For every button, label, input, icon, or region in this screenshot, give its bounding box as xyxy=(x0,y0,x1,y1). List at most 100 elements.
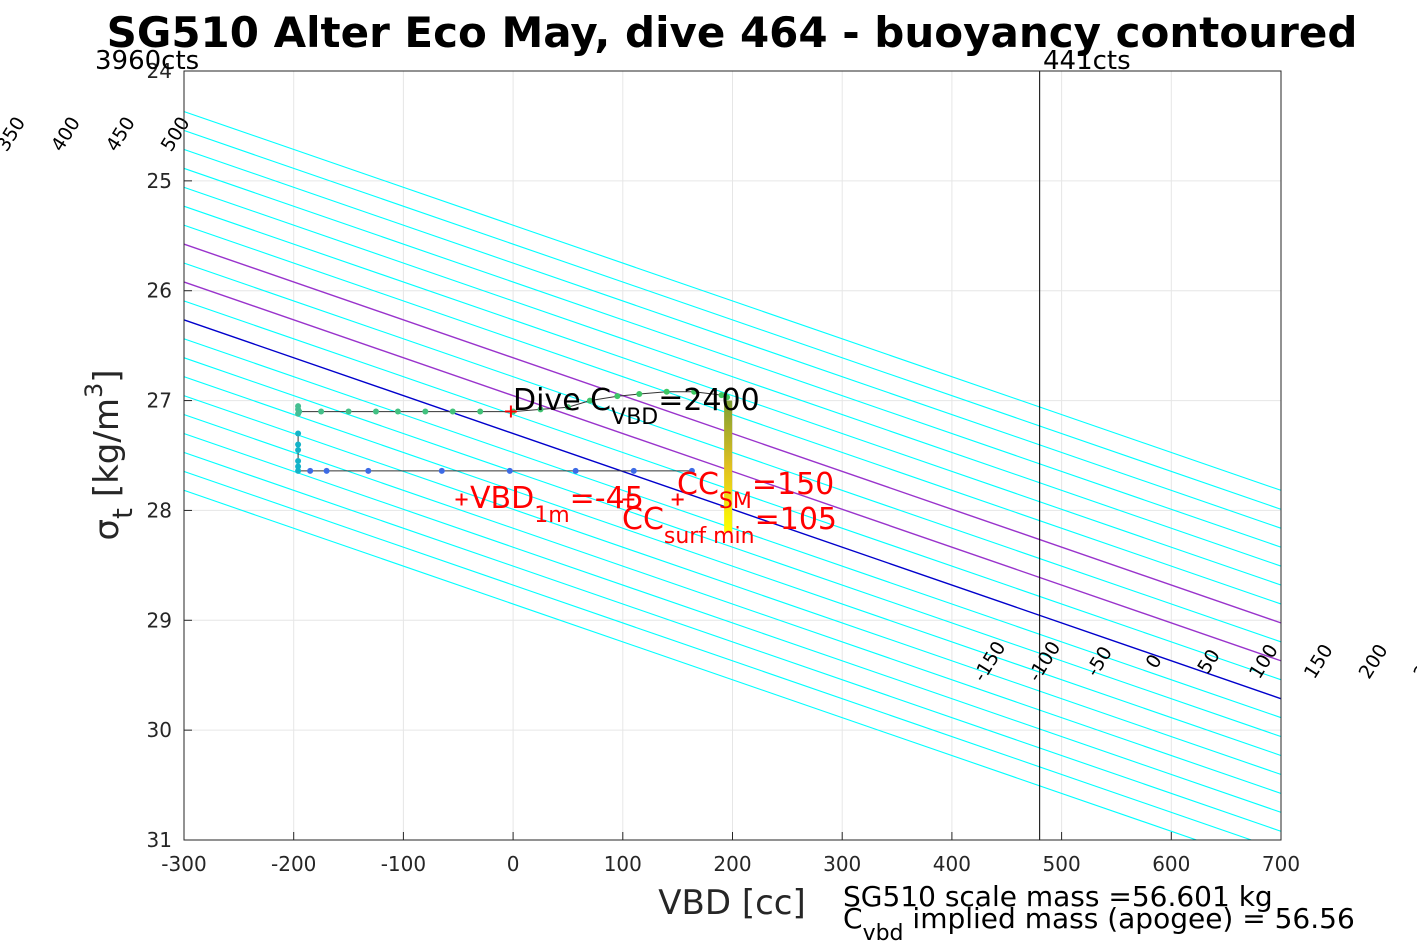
descent-point xyxy=(394,408,401,415)
left-counts-label: 3960cts xyxy=(95,46,199,76)
contour-line xyxy=(184,243,1281,624)
descent-point xyxy=(345,408,352,415)
descent-point xyxy=(718,392,725,399)
cvbd-main: C xyxy=(843,902,863,935)
x-tick-label: -300 xyxy=(161,852,206,876)
contour-label-lower: 200 xyxy=(1355,640,1393,682)
ascent-point xyxy=(295,463,302,470)
buoyancy-contours xyxy=(184,71,1281,840)
y-tick-label: 24 xyxy=(147,59,172,83)
ascent-point xyxy=(295,430,302,437)
y-axis-label-main: σ xyxy=(87,519,127,541)
contour-line xyxy=(184,167,1281,548)
descent-point xyxy=(663,388,670,395)
ascent-point xyxy=(295,467,302,474)
grid-lines xyxy=(183,70,1282,841)
cc-sm-main: CC xyxy=(677,467,719,502)
x-axis-label: VBD [cc] xyxy=(658,883,806,923)
x-tick-label: 300 xyxy=(823,852,861,876)
x-tick-label: 200 xyxy=(713,852,751,876)
contour-label-lower: 0 xyxy=(1142,651,1167,673)
dive-c-main: Dive C xyxy=(513,383,611,418)
y-axis-label-close: ] xyxy=(87,369,127,382)
y-tick-label: 27 xyxy=(147,389,172,413)
y-axis-label-units: [kg/m xyxy=(87,398,127,497)
contour-line xyxy=(184,414,1281,794)
ascent-point xyxy=(688,467,695,474)
ascent-point xyxy=(323,467,330,474)
contour-line xyxy=(184,470,1252,840)
ascent-point xyxy=(506,467,513,474)
contour-label-lower: -50 xyxy=(1082,643,1117,681)
descent-point xyxy=(449,408,456,415)
red-plus-marker xyxy=(455,493,468,506)
svg-text:σt [kg/m3]: σt [kg/m3] xyxy=(80,369,139,540)
scale-mass-footer: SG510 scale mass =56.601 kg xyxy=(843,880,1273,913)
x-tick-label: 0 xyxy=(507,852,520,876)
cc-sm-sub: SM xyxy=(719,489,752,514)
descent-point xyxy=(372,408,379,415)
y-tick-label: 30 xyxy=(147,718,172,742)
contour-label-upper: 500 xyxy=(157,113,195,155)
contour-line xyxy=(184,376,1281,757)
y-tick-label: 29 xyxy=(147,608,172,632)
contour-line xyxy=(184,129,1281,510)
contour-line xyxy=(184,148,1281,529)
x-tick-label: 600 xyxy=(1152,852,1190,876)
contour-line xyxy=(184,281,1281,662)
y-tick-label: 25 xyxy=(147,169,172,193)
x-tick-label: 700 xyxy=(1262,852,1300,876)
x-tick-label: -200 xyxy=(271,852,316,876)
contour-label-lower: 100 xyxy=(1245,640,1283,682)
y-tick-label: 28 xyxy=(147,498,172,522)
cc-sm-annotation: CCSM=150 xyxy=(677,467,834,514)
contour-line xyxy=(184,357,1281,738)
contour-line xyxy=(184,451,1281,832)
y-tick-label: 26 xyxy=(147,279,172,303)
x-tick-label: 400 xyxy=(933,852,971,876)
cvbd-mass-footer: Cvbd implied mass (apogee) = 56.56 xyxy=(843,902,1355,945)
y-axis-label-sub: t xyxy=(106,508,139,519)
contour-line xyxy=(184,432,1281,813)
red-plus-marker xyxy=(504,405,517,418)
contour-line xyxy=(184,110,1281,491)
contour-line xyxy=(184,489,1197,840)
descent-point xyxy=(318,408,325,415)
contour-label-upper: 450 xyxy=(102,113,140,155)
axis-ticks: -300 -200 -100 0 100 200 300 400 500 600 700242526… xyxy=(147,59,1301,876)
cc-sm-value: =150 xyxy=(752,467,834,502)
cvbd-sub: vbd xyxy=(863,921,904,945)
vbd-sub: 1m xyxy=(534,503,569,528)
y-axis-label-sup: 3 xyxy=(80,383,108,398)
dive-c-sub: VBD xyxy=(611,405,658,430)
cvbd-text: implied mass (apogee) = 56.56 xyxy=(904,902,1355,935)
contour-line xyxy=(184,319,1281,700)
contour-line xyxy=(184,395,1281,776)
y-axis-label: σt [kg/m3] xyxy=(80,369,139,540)
descent-point xyxy=(586,397,593,404)
x-tick-label: -100 xyxy=(381,852,426,876)
dive-c-value: =2400 xyxy=(658,383,759,418)
descent-point xyxy=(295,410,302,417)
ascent-point xyxy=(295,441,302,448)
descent-point xyxy=(614,393,621,400)
contour-label-lower: 250 xyxy=(1409,640,1417,682)
ascent-point xyxy=(365,467,372,474)
dive-c-annotation: Dive CVBD=2400 xyxy=(513,383,760,430)
x-tick-label: 100 xyxy=(604,852,642,876)
dive-series xyxy=(295,388,733,533)
contour-line xyxy=(184,205,1281,586)
contour-label-lower: 150 xyxy=(1300,640,1338,682)
descent-point xyxy=(724,394,731,401)
contour-line xyxy=(184,186,1281,567)
vbd-value: =-45 xyxy=(570,481,644,516)
vbd-main: VBD xyxy=(470,481,534,516)
cc-surf-sub: surf min xyxy=(664,524,755,549)
descent-point xyxy=(564,404,571,411)
contour-label-upper: 400 xyxy=(47,113,85,155)
contour-line xyxy=(184,224,1281,605)
y-tick-label: 31 xyxy=(147,828,172,852)
ascent-point xyxy=(572,467,579,474)
cc-surf-value: =105 xyxy=(755,502,837,537)
x-tick-label: 500 xyxy=(1043,852,1081,876)
